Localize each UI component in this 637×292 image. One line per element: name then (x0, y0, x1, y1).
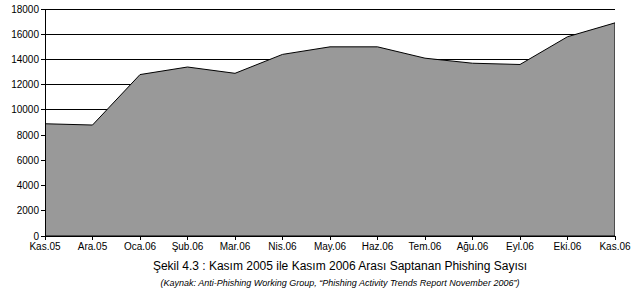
x-tick (567, 236, 568, 240)
x-tick (425, 236, 426, 240)
x-tick (187, 236, 188, 240)
x-tick-label: Nis.06 (268, 241, 297, 252)
x-tick-label: Şub.06 (172, 241, 204, 252)
subtitle: (Kaynak: Anti-Phishing Working Group, “P… (161, 278, 520, 288)
y-tick-label: 4000 (17, 180, 40, 191)
y-tick-label: 10000 (11, 104, 39, 115)
grid-line (45, 9, 615, 10)
y-tick (41, 84, 45, 85)
y-tick (41, 9, 45, 10)
y-tick (41, 135, 45, 136)
y-tick (41, 109, 45, 110)
y-tick-label: 0 (33, 231, 39, 242)
x-tick-label: Eki.06 (554, 241, 582, 252)
plot-area (45, 23, 615, 236)
x-tick (45, 236, 46, 240)
y-tick-label: 8000 (17, 130, 40, 141)
x-tick (282, 236, 283, 240)
y-tick (41, 210, 45, 211)
x-tick (472, 236, 473, 240)
x-tick-label: Kas.05 (29, 241, 61, 252)
area (45, 23, 615, 236)
y-axis (45, 9, 46, 236)
y-tick-label: 12000 (11, 79, 39, 90)
x-tick-label: Oca.06 (124, 241, 157, 252)
x-tick (92, 236, 93, 240)
x-tick-label: Kas.06 (599, 241, 631, 252)
x-tick-label: Eyl.06 (506, 241, 534, 252)
x-tick-label: Ağu.06 (457, 241, 489, 252)
y-tick (41, 34, 45, 35)
x-tick-label: Tem.06 (409, 241, 442, 252)
title: Şekil 4.3 : Kasım 2005 ile Kasım 2006 Ar… (153, 259, 527, 273)
y-tick (41, 160, 45, 161)
x-tick-label: Haz.06 (362, 241, 394, 252)
y-tick (41, 185, 45, 186)
x-tick-label: Ara.05 (78, 241, 108, 252)
x-tick (140, 236, 141, 240)
y-tick-label: 2000 (17, 205, 40, 216)
x-tick (615, 236, 616, 240)
x-tick (330, 236, 331, 240)
y-tick-label: 14000 (11, 54, 39, 65)
y-tick-label: 16000 (11, 29, 39, 40)
x-tick (520, 236, 521, 240)
y-tick-label: 6000 (17, 155, 40, 166)
x-tick-label: Mar.06 (220, 241, 251, 252)
chart-container: 0 2000 4000 6000 8000 10000 12000 14000 16000 180… (0, 0, 637, 292)
grid-line (45, 34, 615, 35)
x-tick-label: May.06 (314, 241, 346, 252)
y-tick (41, 59, 45, 60)
x-tick (377, 236, 378, 240)
y-tick (41, 236, 45, 237)
y-tick-label: 18000 (11, 4, 39, 15)
chart: 0 2000 4000 6000 8000 10000 12000 14000 16000 180… (0, 0, 637, 292)
x-tick (235, 236, 236, 240)
